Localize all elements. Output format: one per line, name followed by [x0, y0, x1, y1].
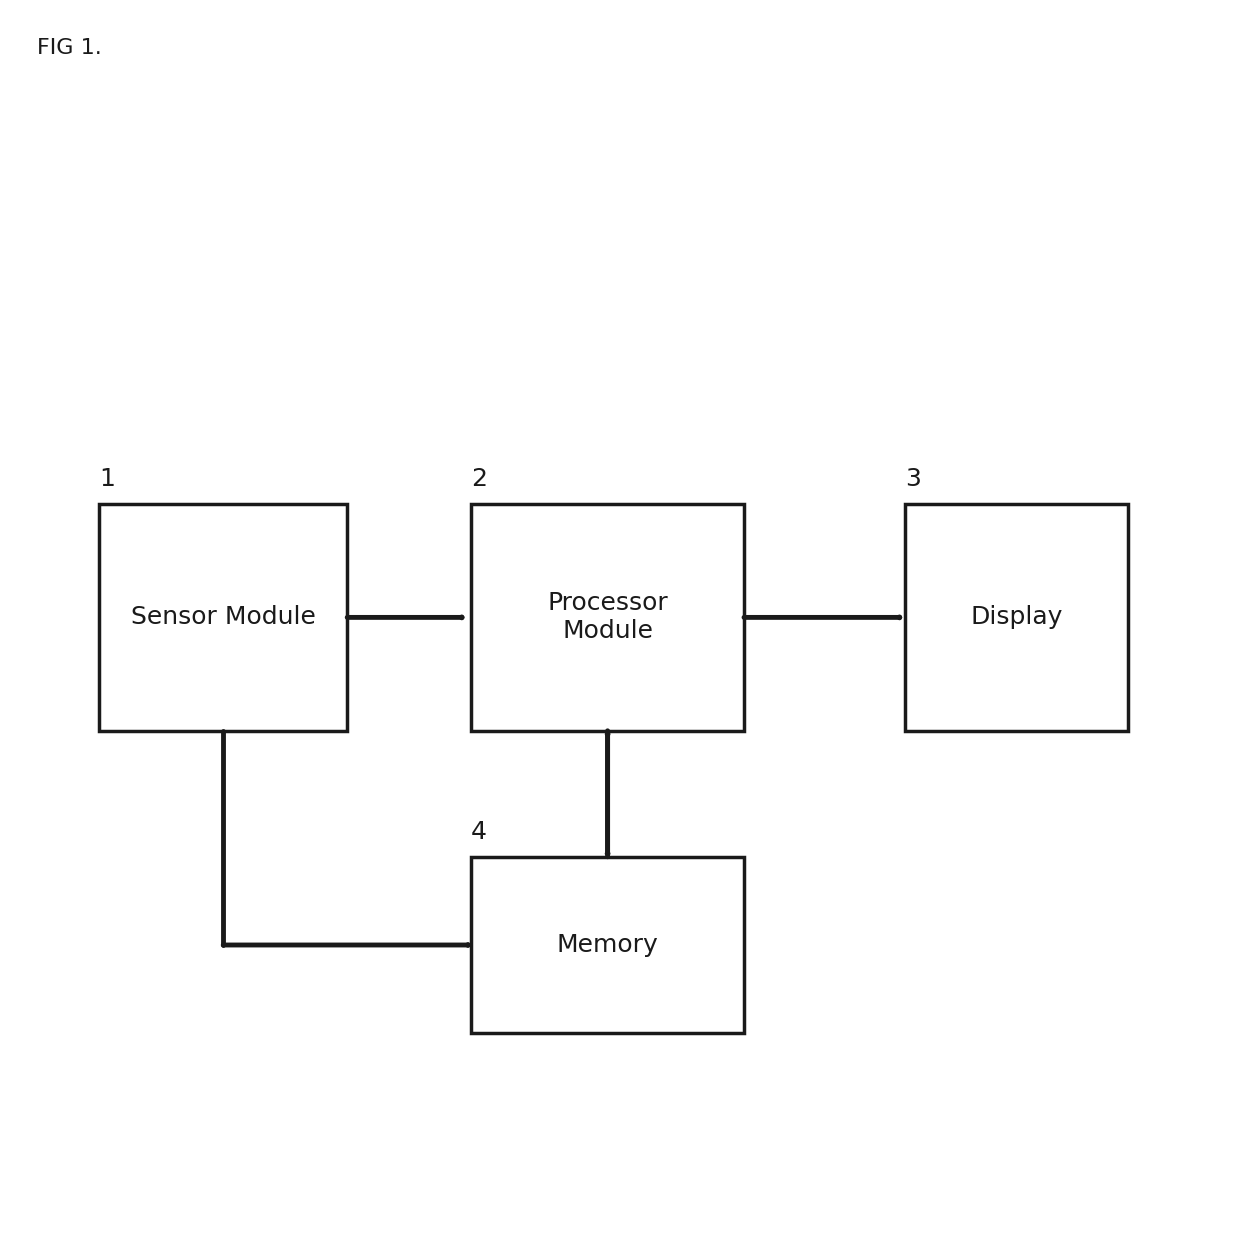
- Text: 2: 2: [471, 467, 487, 491]
- FancyBboxPatch shape: [471, 504, 744, 731]
- FancyBboxPatch shape: [905, 504, 1128, 731]
- FancyBboxPatch shape: [99, 504, 347, 731]
- Text: 3: 3: [905, 467, 921, 491]
- FancyBboxPatch shape: [471, 857, 744, 1033]
- Text: FIG 1.: FIG 1.: [37, 38, 102, 58]
- Text: Sensor Module: Sensor Module: [130, 605, 316, 630]
- Text: 1: 1: [99, 467, 115, 491]
- Text: Memory: Memory: [557, 932, 658, 958]
- Text: 4: 4: [471, 820, 487, 844]
- Text: Processor
Module: Processor Module: [547, 591, 668, 644]
- Text: Display: Display: [971, 605, 1063, 630]
